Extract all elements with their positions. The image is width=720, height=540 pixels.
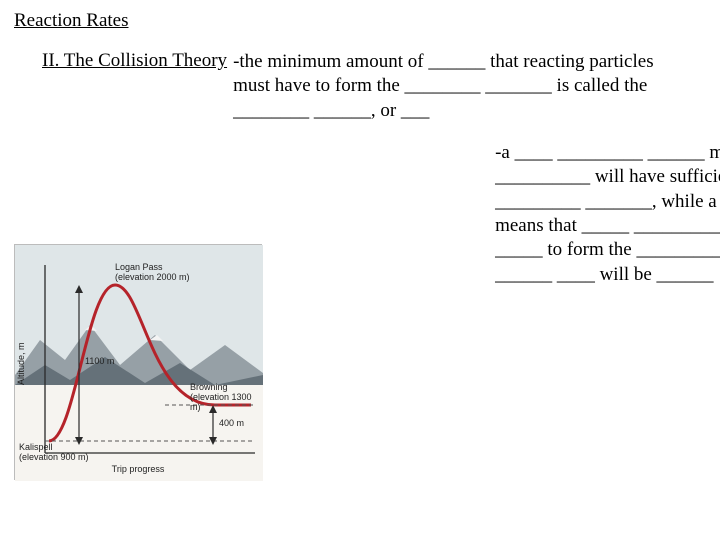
kalispell-elev-text: (elevation 900 m) [19,452,89,462]
browning-text: Browning [190,382,228,392]
browning-elev-text: (elevation 1300 m) [190,392,252,412]
y-axis-label: Altitude, m [16,342,26,385]
kalispell-label: Kalispell (elevation 900 m) [19,443,89,463]
section-label: II. The Collision Theory [42,50,233,72]
page-title: Reaction Rates [14,10,706,32]
paragraph-1: -the minimum amount of ______ that react… [233,50,663,123]
paragraph-2: -a ____ _________ ______ means that rela… [495,141,720,287]
browning-label: Browning (elevation 1300 m) [190,383,261,413]
height-400-label: 400 m [219,419,244,429]
height-1100-label: 1100 m [85,357,114,367]
x-axis-label: Trip progress [15,464,261,474]
kalispell-text: Kalispell [19,442,53,452]
logan-label: Logan Pass (elevation 2000 m) [115,263,190,283]
altitude-diagram: Altitude, m Trip progress Logan Pass (el… [14,244,262,480]
logan-elev-text: (elevation 2000 m) [115,272,190,282]
logan-text: Logan Pass [115,262,163,272]
